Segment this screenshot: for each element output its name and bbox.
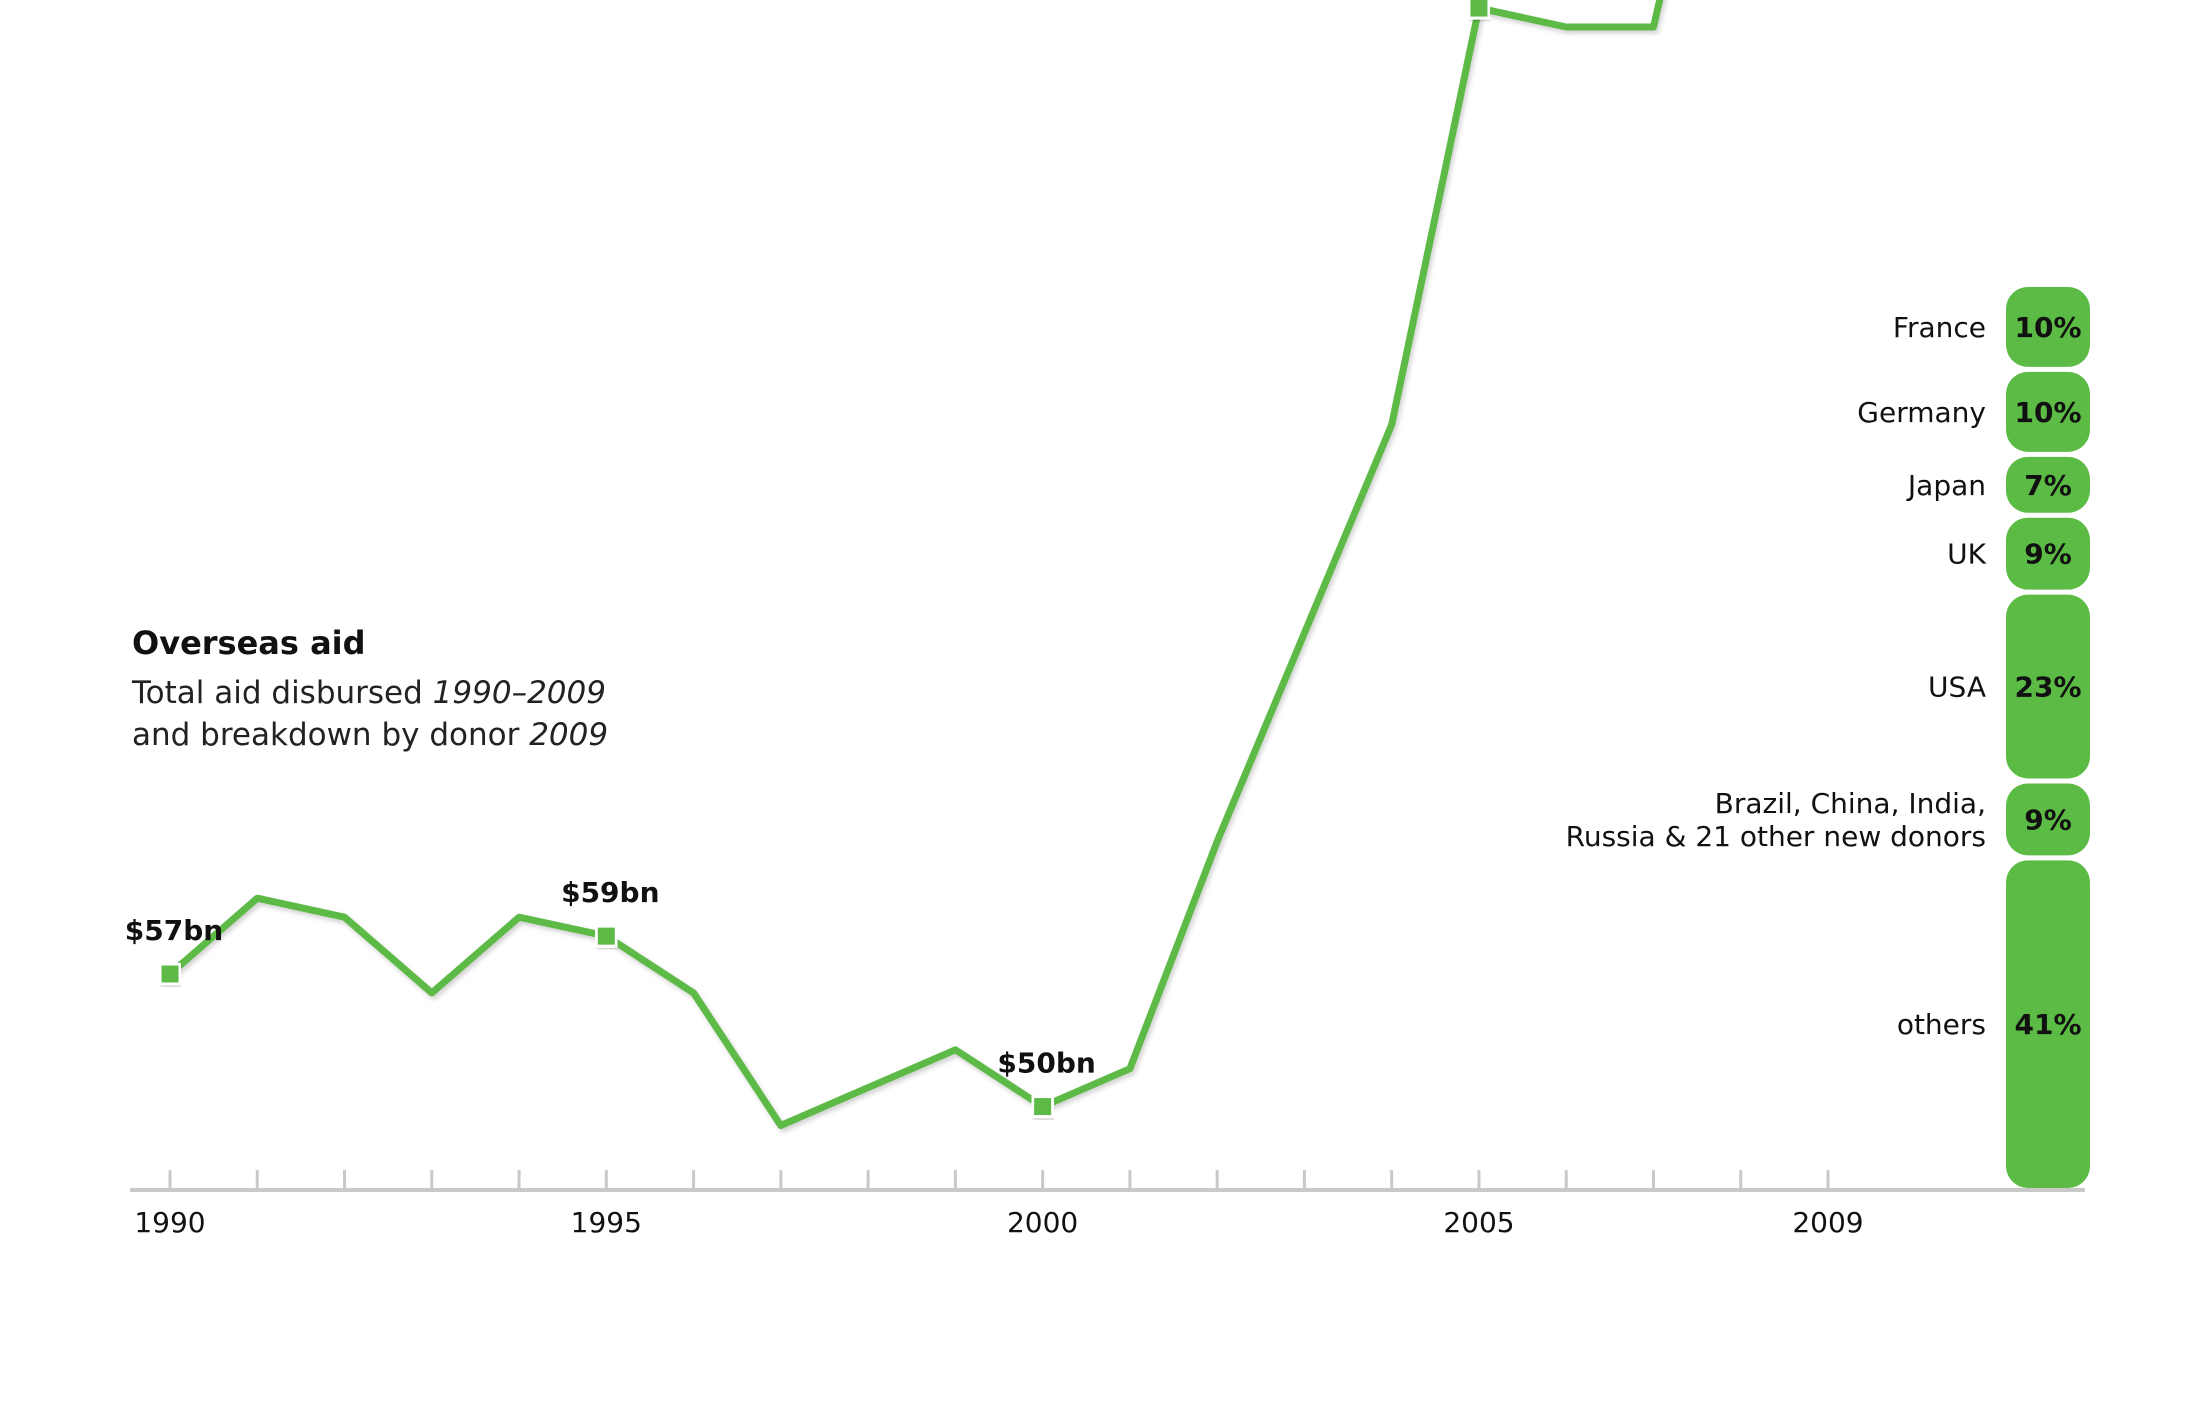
donor-category-label: Japan	[1906, 469, 1986, 502]
data-marker	[158, 962, 182, 986]
aid-line	[166, 0, 1664, 1129]
x-axis: 1990 1995 2000 2005 2009	[130, 1170, 2085, 1239]
data-label: $50bn	[997, 1047, 1095, 1080]
donor-value-label: 10%	[2014, 396, 2081, 429]
aid-line-series	[166, 0, 1664, 1129]
data-label: $57bn	[125, 914, 223, 947]
donor-segment	[2006, 860, 2090, 1188]
donor-category-label: Russia & 21 other new donors	[1566, 820, 1986, 853]
subtitle-text-1: Total aid disbursed	[132, 675, 433, 711]
donor-category-label: Germany	[1857, 396, 1986, 429]
donor-breakdown-bar: 10% France 10% Germany 7% Japan 9% UK 23% USA 9% Br…	[1566, 287, 2090, 1188]
subtitle-years: 1990–2009	[432, 675, 606, 711]
donor-value-label: 23%	[2014, 671, 2081, 704]
data-marker	[1031, 1095, 1055, 1119]
x-tick-label: 2009	[1792, 1206, 1863, 1239]
subtitle-text-2: and breakdown by donor	[132, 717, 530, 753]
donor-category-label: France	[1893, 311, 1986, 344]
x-tick-label: 1990	[134, 1206, 205, 1239]
donor-value-label: 7%	[2024, 469, 2072, 502]
data-label: $59bn	[561, 876, 659, 909]
x-tick-label: 2000	[1007, 1206, 1078, 1239]
aid-markers	[158, 0, 1491, 1119]
chart-subtitle-line-2: and breakdown by donor 2009	[132, 714, 608, 756]
donor-segment	[2006, 517, 2090, 590]
subtitle-year: 2009	[529, 717, 609, 753]
donor-value-label: 9%	[2024, 803, 2072, 836]
donor-category-label: USA	[1928, 671, 1986, 704]
donor-category-label: UK	[1947, 538, 1986, 571]
data-labels: $57bn$59bn$50bn$108bn$128bn	[125, 876, 1096, 1080]
data-marker	[1467, 0, 1491, 20]
donor-category-label: others	[1897, 1008, 1986, 1041]
chart-title-block: Overseas aid Total aid disbursed 1990–20…	[132, 624, 608, 756]
chart-subtitle-line-1: Total aid disbursed 1990–2009	[132, 672, 608, 714]
donor-segment	[2006, 456, 2090, 513]
donor-segment	[2006, 287, 2090, 367]
donor-segment	[2006, 783, 2090, 856]
donor-segment	[2006, 594, 2090, 779]
x-tick-label: 1995	[571, 1206, 642, 1239]
x-tick-label: 2005	[1443, 1206, 1514, 1239]
donor-value-label: 41%	[2014, 1008, 2081, 1041]
donor-value-label: 9%	[2024, 538, 2072, 571]
donor-category-label: Brazil, China, India,	[1715, 787, 1986, 820]
donor-value-label: 10%	[2014, 311, 2081, 344]
data-marker	[594, 924, 618, 948]
chart-title: Overseas aid	[132, 624, 366, 662]
donor-segment	[2006, 371, 2090, 452]
